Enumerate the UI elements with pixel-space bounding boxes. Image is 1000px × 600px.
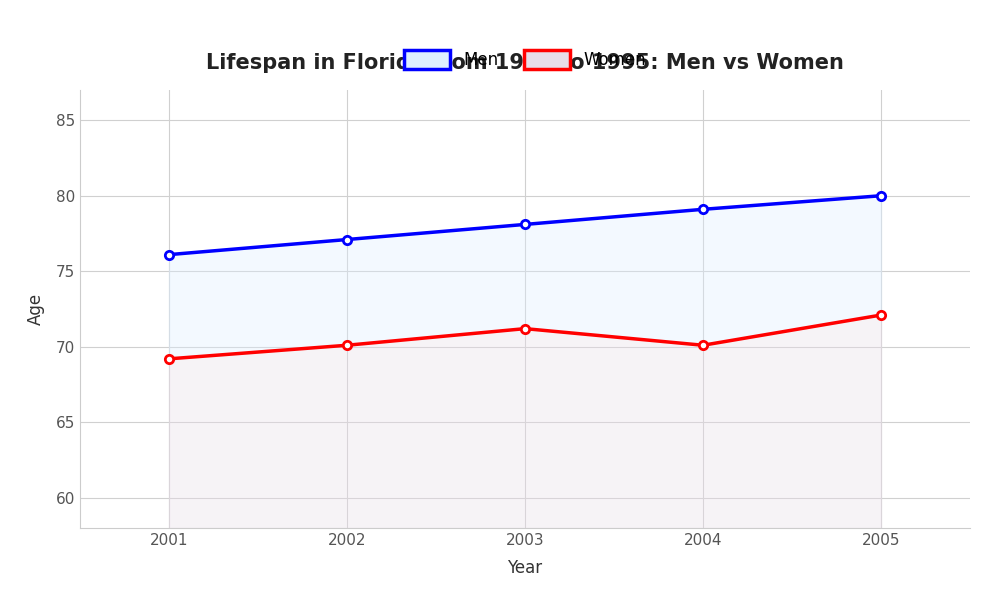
- Y-axis label: Age: Age: [27, 293, 45, 325]
- Title: Lifespan in Florida from 1961 to 1995: Men vs Women: Lifespan in Florida from 1961 to 1995: M…: [206, 53, 844, 73]
- X-axis label: Year: Year: [507, 559, 543, 577]
- Legend: Men, Women: Men, Women: [395, 41, 655, 77]
